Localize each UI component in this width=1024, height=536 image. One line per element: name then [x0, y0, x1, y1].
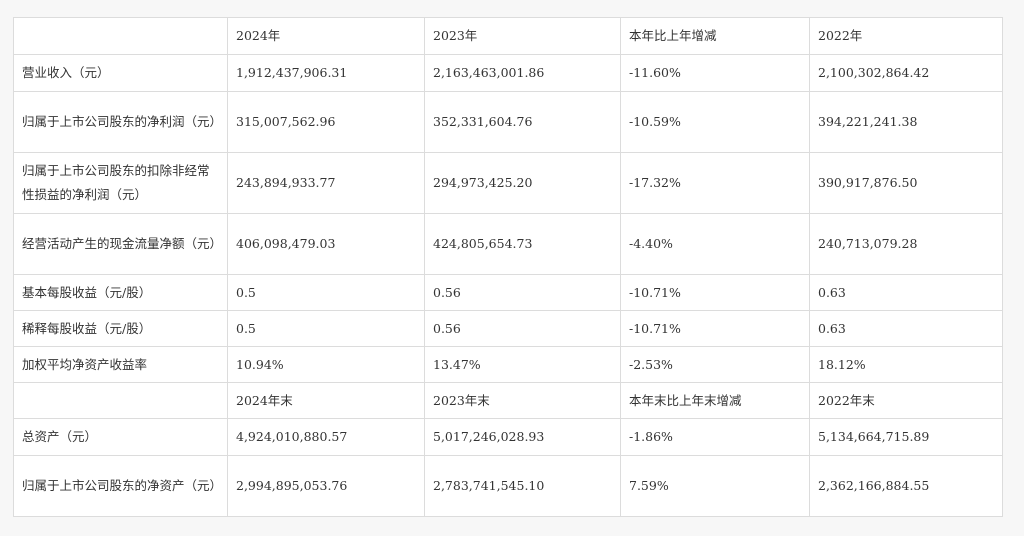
cell-2024: 10.94%	[227, 346, 425, 383]
table-row: 归属于上市公司股东的扣除非经常性损益的净利润（元） 243,894,933.77…	[13, 152, 1003, 214]
cell-change: 7.59%	[620, 455, 810, 517]
table-row: 营业收入（元） 1,912,437,906.31 2,163,463,001.8…	[13, 54, 1003, 92]
table-row: 经营活动产生的现金流量净额（元） 406,098,479.03 424,805,…	[13, 213, 1003, 275]
cell-2023: 424,805,654.73	[424, 213, 621, 275]
cell-change: -4.40%	[620, 213, 810, 275]
header-cell-2023-end: 2023年末	[424, 382, 621, 419]
header-cell-blank	[13, 382, 228, 419]
row-label: 经营活动产生的现金流量净额（元）	[13, 213, 228, 275]
header-cell-change: 本年比上年增减	[620, 17, 810, 55]
table-subheader-row: 2024年末 2023年末 本年末比上年末增减 2022年末	[13, 382, 1003, 419]
cell-2024: 4,924,010,880.57	[227, 418, 425, 456]
cell-2023: 0.56	[424, 310, 621, 347]
cell-2022: 0.63	[809, 310, 1003, 347]
header-cell-2023: 2023年	[424, 17, 621, 55]
header-cell-change-end: 本年末比上年末增减	[620, 382, 810, 419]
cell-2022: 0.63	[809, 274, 1003, 311]
cell-change: -2.53%	[620, 346, 810, 383]
financial-data-table: 2024年 2023年 本年比上年增减 2022年 营业收入（元） 1,912,…	[13, 17, 1003, 517]
header-cell-2022: 2022年	[809, 17, 1003, 55]
cell-2022: 390,917,876.50	[809, 152, 1003, 214]
cell-2023: 352,331,604.76	[424, 91, 621, 153]
cell-2022: 394,221,241.38	[809, 91, 1003, 153]
cell-2024: 0.5	[227, 274, 425, 311]
row-label: 营业收入（元）	[13, 54, 228, 92]
cell-change: -10.71%	[620, 310, 810, 347]
cell-2024: 1,912,437,906.31	[227, 54, 425, 92]
table-row: 稀释每股收益（元/股） 0.5 0.56 -10.71% 0.63	[13, 310, 1003, 347]
header-cell-2024-end: 2024年末	[227, 382, 425, 419]
cell-change: -11.60%	[620, 54, 810, 92]
cell-2024: 243,894,933.77	[227, 152, 425, 214]
cell-2022: 2,362,166,884.55	[809, 455, 1003, 517]
table-row: 基本每股收益（元/股） 0.5 0.56 -10.71% 0.63	[13, 274, 1003, 311]
cell-2022: 18.12%	[809, 346, 1003, 383]
cell-2022: 240,713,079.28	[809, 213, 1003, 275]
cell-2023: 5,017,246,028.93	[424, 418, 621, 456]
cell-change: -1.86%	[620, 418, 810, 456]
table-row: 总资产（元） 4,924,010,880.57 5,017,246,028.93…	[13, 418, 1003, 456]
cell-2023: 2,783,741,545.10	[424, 455, 621, 517]
row-label: 归属于上市公司股东的净利润（元）	[13, 91, 228, 153]
cell-2022: 2,100,302,864.42	[809, 54, 1003, 92]
cell-2024: 2,994,895,053.76	[227, 455, 425, 517]
cell-2024: 315,007,562.96	[227, 91, 425, 153]
header-cell-blank	[13, 17, 228, 55]
cell-2023: 13.47%	[424, 346, 621, 383]
row-label: 加权平均净资产收益率	[13, 346, 228, 383]
header-cell-2024: 2024年	[227, 17, 425, 55]
header-cell-2022-end: 2022年末	[809, 382, 1003, 419]
row-label: 基本每股收益（元/股）	[13, 274, 228, 311]
cell-change: -10.59%	[620, 91, 810, 153]
cell-2024: 406,098,479.03	[227, 213, 425, 275]
table-row: 归属于上市公司股东的净利润（元） 315,007,562.96 352,331,…	[13, 91, 1003, 153]
table-row: 归属于上市公司股东的净资产（元） 2,994,895,053.76 2,783,…	[13, 455, 1003, 517]
cell-2022: 5,134,664,715.89	[809, 418, 1003, 456]
cell-2023: 2,163,463,001.86	[424, 54, 621, 92]
row-label: 总资产（元）	[13, 418, 228, 456]
cell-2023: 0.56	[424, 274, 621, 311]
row-label: 归属于上市公司股东的净资产（元）	[13, 455, 228, 517]
cell-2024: 0.5	[227, 310, 425, 347]
cell-change: -17.32%	[620, 152, 810, 214]
row-label: 稀释每股收益（元/股）	[13, 310, 228, 347]
row-label: 归属于上市公司股东的扣除非经常性损益的净利润（元）	[13, 152, 228, 214]
table-header-row: 2024年 2023年 本年比上年增减 2022年	[13, 17, 1003, 55]
cell-2023: 294,973,425.20	[424, 152, 621, 214]
table-row: 加权平均净资产收益率 10.94% 13.47% -2.53% 18.12%	[13, 346, 1003, 383]
cell-change: -10.71%	[620, 274, 810, 311]
